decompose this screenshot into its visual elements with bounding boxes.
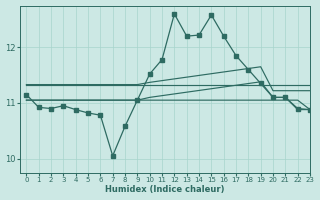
X-axis label: Humidex (Indice chaleur): Humidex (Indice chaleur) [105, 185, 225, 194]
